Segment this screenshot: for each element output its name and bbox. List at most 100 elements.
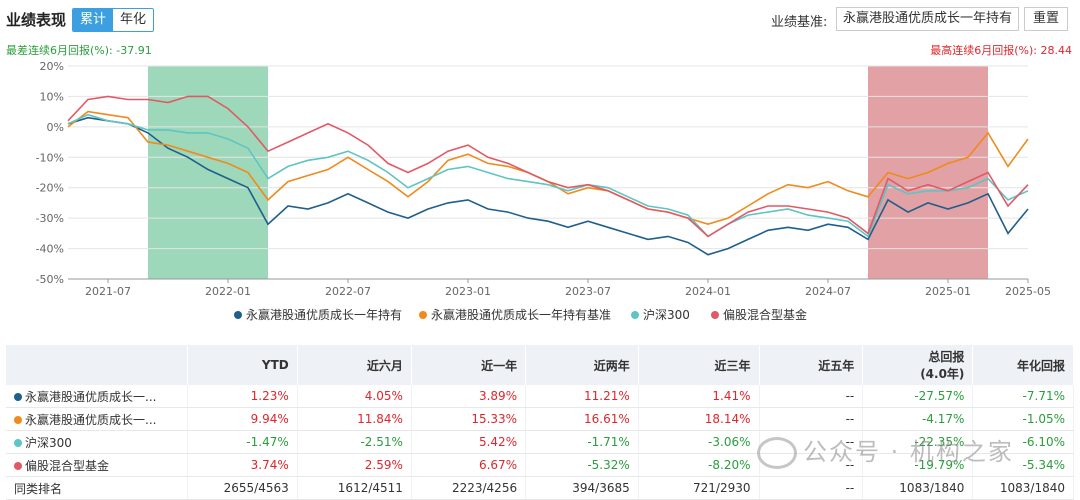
best-6m-return: 最高连续6月回报(%): 28.44 [930,44,1072,57]
column-header: 总回报 (4.0年) [862,345,974,385]
table-cell: -- [759,476,864,500]
table-cell: 5.42% [411,430,527,454]
table-row: 沪深300 -1.47% -2.51% 5.42% -1.71% -3.06% -- -22.… [6,430,1074,454]
table-row: 偏股混合型基金 3.74% 2.59% 6.67% -5.32% -8.20% -- -19.… [6,453,1074,477]
table-row: 永赢港股通优质成长一... 9.94% 11.84% 15.33% 16.61% 18.1… [6,407,1074,431]
row-name: 同类排名 [6,476,188,500]
series-dot [14,461,22,470]
returns-table: YTD 近六月 近一年 近两年 近三年 近五年 总回报 (4.0年) 年化回报 永赢港股通优质成… [6,345,1074,500]
table-cell: 721/2930 [638,476,760,500]
column-header: 近六月 [297,345,412,385]
series-dot [14,438,22,447]
table-cell: 1083/1840 [862,476,974,500]
x-tick-label: 2023-01 [445,285,491,298]
row-name: 偏股混合型基金 [6,453,188,477]
series-dot [14,392,22,401]
y-tick-label: -50% [36,273,64,286]
tab-annualized[interactable]: 年化 [113,9,154,31]
table-cell: 11.21% [525,385,639,408]
table-cell: -1.47% [187,430,298,454]
y-tick-label: 10% [40,90,64,103]
table-cell: 16.61% [525,407,639,431]
column-header: 年化回报 [972,345,1074,385]
table-cell: 15.33% [411,407,527,431]
table-cell: 1083/1840 [972,476,1074,500]
reset-button[interactable]: 重置 [1024,7,1069,31]
table-body: 永赢港股通优质成长一... 1.23% 4.05% 3.89% 11.21% 1.41% -… [6,385,1074,500]
x-tick-label: 2023-07 [565,285,611,298]
row-label: 同类排名 [14,481,63,496]
row-name: 永赢港股通优质成长一... [6,385,188,408]
legend-label-1: 永赢港股通优质成长一年持有基准 [431,307,611,322]
page-title: 业绩表现 [6,11,67,29]
table-row: 同类排名 2655/4563 1612/4511 2223/4256 394/3685 7… [6,476,1074,500]
y-tick-label: -10% [36,151,64,164]
table-cell: -6.10% [972,430,1074,454]
wechat-icon [757,437,797,469]
x-tick-label: 2025-05 [1005,285,1051,298]
y-tick-label: -20% [36,182,64,195]
series-line-3 [67,95,1029,238]
table-cell: 6.67% [411,453,527,477]
performance-chart: 20% 10% 0% -10% -20% -30% -40% -50% 2021-07 2022-… [36,60,1051,322]
table-cell: -1.05% [972,407,1074,431]
legend-marker-3 [711,311,719,319]
y-tick-label: 20% [40,60,64,73]
table-cell: -5.34% [972,453,1074,477]
series-dot [14,415,22,424]
x-tick-label: 2022-01 [205,285,251,298]
tab-cumulative[interactable]: 累计 [73,9,114,31]
x-tick-label: 2024-07 [805,285,851,298]
table-row: 永赢港股通优质成长一... 1.23% 4.05% 3.89% 11.21% 1.41% -… [6,385,1074,408]
table-cell: -5.32% [525,453,639,477]
period-tabs: 累计 年化 [72,8,155,32]
table-cell: 4.05% [297,385,412,408]
row-label: 沪深300 [25,435,72,450]
legend-marker-2 [631,311,639,319]
row-name: 永赢港股通优质成长一... [6,407,188,431]
table-cell: 394/3685 [525,476,639,500]
table-cell: 3.89% [411,385,527,408]
legend-marker-0 [234,311,242,319]
benchmark-select[interactable]: 永赢港股通优质成长一年持有 [836,7,1020,31]
table-cell: 18.14% [638,407,760,431]
series-line-0 [67,116,1029,256]
table-cell: 9.94% [187,407,298,431]
y-tick-label: 0% [47,121,64,134]
column-header: YTD [187,345,298,385]
y-tick-label: -40% [36,243,64,256]
column-header: 近三年 [638,345,760,385]
table-cell: -3.06% [638,430,760,454]
table-cell: 2655/4563 [187,476,298,500]
column-header: 近两年 [525,345,639,385]
column-header: 近一年 [411,345,527,385]
table-cell: 1612/4511 [297,476,412,500]
y-tick-label: -30% [36,212,64,225]
table-cell: -4.17% [862,407,974,431]
table-cell: -27.57% [862,385,974,408]
legend-label-0: 永赢港股通优质成长一年持有 [246,307,402,322]
table-cell: -- [759,407,864,431]
table-cell: 1.41% [638,385,760,408]
table-cell: -19.79% [862,453,974,477]
table-cell: -- [759,385,864,408]
x-tick-label: 2025-01 [925,285,971,298]
x-tick-label: 2022-07 [325,285,371,298]
legend-marker-1 [419,311,427,319]
worst-6m-return: 最差连续6月回报(%): -37.91 [6,44,152,57]
table-cell: -1.71% [525,430,639,454]
row-label: 永赢港股通优质成长一... [25,389,157,404]
row-label: 永赢港股通优质成长一... [25,412,157,427]
table-cell: 2223/4256 [411,476,527,500]
top-bar: 业绩表现 累计 年化 业绩基准: 永赢港股通优质成长一年持有 重置 [0,0,1080,40]
x-tick-label: 2021-07 [85,285,131,298]
column-header [6,345,188,385]
watermark-text: 公众号 · 机构之家 [803,438,1014,466]
table-cell: -2.51% [297,430,412,454]
series-line-2 [67,113,1029,238]
x-tick-label: 2024-01 [685,285,731,298]
row-label: 偏股混合型基金 [25,458,110,473]
table-header-row: YTD 近六月 近一年 近两年 近三年 近五年 总回报 (4.0年) 年化回报 [6,345,1074,385]
column-header: 近五年 [759,345,864,385]
table-cell: 3.74% [187,453,298,477]
